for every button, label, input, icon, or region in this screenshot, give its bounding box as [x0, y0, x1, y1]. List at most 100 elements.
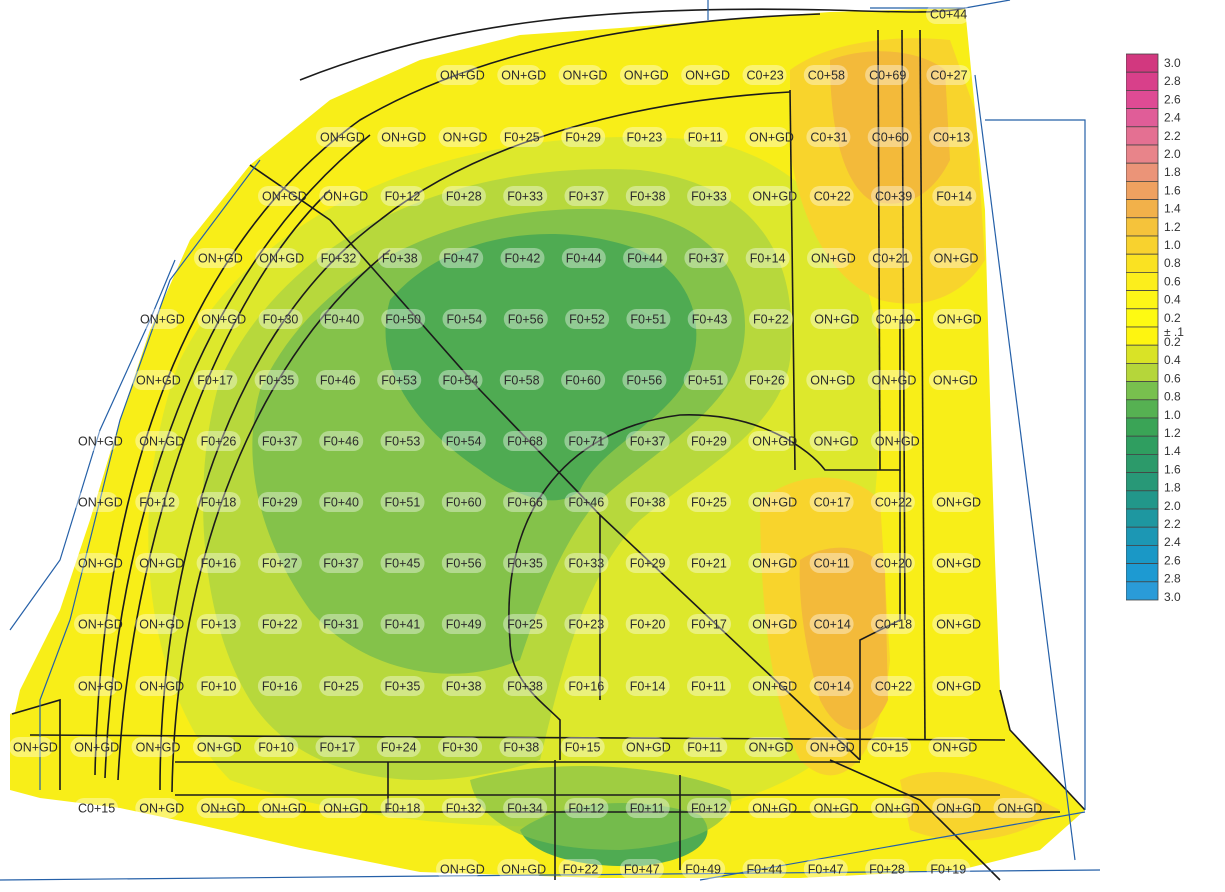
grade-label-bg [503, 676, 548, 696]
grade-label-bg [865, 65, 910, 85]
grade-label-bg [135, 431, 180, 451]
grade-label: F0+21 [691, 557, 727, 571]
legend-label: 2.8 [1164, 572, 1181, 586]
grade-label-bg [932, 309, 977, 329]
grade-label-bg [136, 309, 180, 329]
legend-swatch [1126, 417, 1159, 437]
grade-label: C0+17 [814, 496, 851, 510]
grade-label-grid: C0+44 ON+GD ON+GD ON+GD ON+GD ON+GD C0+23 C0+58… [9, 4, 1042, 879]
grade-label-bg [197, 309, 242, 329]
grade-label-bg [503, 798, 548, 818]
legend-swatch [1126, 53, 1159, 73]
legend-label: 1.6 [1164, 183, 1181, 197]
legend-label: 0.8 [1164, 390, 1181, 404]
grade-label: F0+15 [565, 741, 601, 755]
grade-label: ON+GD [752, 618, 797, 632]
grade-label-bg [564, 798, 609, 818]
grade-label-bg [625, 798, 670, 818]
grade-label: F0+11 [688, 131, 723, 145]
grade-label-bg [380, 553, 425, 573]
grade-label: F0+33 [568, 557, 604, 571]
grade-label: ON+GD [74, 741, 119, 755]
grade-label: F0+38 [503, 741, 539, 755]
legend-label: 1.6 [1164, 462, 1181, 476]
grade-label: F0+22 [563, 863, 599, 877]
grade-label-bg [196, 492, 241, 512]
grade-label-bg [687, 798, 731, 818]
legend-swatch [1126, 126, 1159, 146]
grade-label-bg [436, 859, 480, 879]
grade-label-bg [441, 186, 486, 206]
grade-label: ON+GD [140, 313, 185, 327]
legend-swatch [1126, 508, 1159, 528]
grade-label: F0+16 [262, 680, 298, 694]
grade-label-bg [319, 798, 364, 818]
grade-label-bg [565, 309, 610, 329]
grade-label-bg [622, 370, 667, 390]
grade-label: F0+33 [507, 190, 543, 204]
grade-label-bg [870, 798, 915, 818]
grade-label-bg [442, 309, 487, 329]
grade-label-bg [625, 492, 670, 512]
grade-label-bg [257, 553, 302, 573]
grade-label: F0+54 [447, 313, 483, 327]
legend-swatch [1126, 271, 1159, 291]
grade-label: C0+22 [875, 496, 912, 510]
grade-label: F0+51 [688, 374, 724, 388]
grade-label-bg [499, 370, 544, 390]
legend-swatch [1126, 108, 1159, 128]
grade-label: F0+14 [630, 680, 666, 694]
grade-label: F0+51 [385, 496, 421, 510]
grade-label-bg [561, 127, 606, 147]
grade-label-bg [809, 186, 854, 206]
grade-label: ON+GD [197, 741, 242, 755]
grade-label-bg [865, 859, 910, 879]
grade-label-bg [380, 186, 425, 206]
grade-label: ON+GD [998, 802, 1043, 816]
grade-label: C0+58 [808, 69, 845, 83]
grade-label-bg [376, 737, 421, 757]
grade-label-bg [807, 248, 851, 268]
grade-label: C0+21 [872, 252, 909, 266]
grade-label-bg [561, 370, 606, 390]
legend-label: 2.4 [1164, 111, 1181, 125]
grade-label: ON+GD [875, 802, 920, 816]
grade-label: F0+16 [201, 557, 237, 571]
grade-label: F0+60 [565, 374, 601, 388]
grade-label: ON+GD [752, 435, 797, 449]
grade-label: F0+37 [630, 435, 666, 449]
grade-label: F0+42 [505, 252, 541, 266]
grade-label-bg [381, 309, 426, 329]
grade-label: F0+16 [568, 680, 604, 694]
grade-label: F0+10 [258, 741, 294, 755]
grade-label: ON+GD [201, 802, 246, 816]
legend-swatch [1126, 526, 1159, 546]
grade-label-bg [74, 798, 118, 818]
grade-label: ON+GD [320, 131, 365, 145]
grade-label-bg [932, 553, 977, 573]
grade-label: F0+44 [747, 863, 783, 877]
grade-label-bg [135, 614, 180, 634]
grade-label: ON+GD [933, 741, 978, 755]
grade-label: F0+20 [630, 618, 666, 632]
grade-label-bg [497, 859, 542, 879]
grade-label-bg [196, 676, 241, 696]
grade-label: ON+GD [259, 252, 304, 266]
grade-label-bg [687, 186, 732, 206]
grade-label-bg [135, 676, 180, 696]
grade-label-bg [316, 248, 361, 268]
legend-swatch [1126, 399, 1159, 419]
grade-label: C0+14 [814, 680, 851, 694]
grade-label: ON+GD [201, 313, 246, 327]
grade-label-bg [748, 431, 793, 451]
grade-label: ON+GD [78, 618, 123, 632]
grade-label-bg [687, 553, 731, 573]
grade-label: F0+12 [385, 190, 421, 204]
legend-swatch [1126, 544, 1159, 564]
grade-label-bg [926, 859, 971, 879]
grade-label-bg [809, 614, 854, 634]
grade-label-bg [196, 798, 241, 818]
grade-map: C0+44 ON+GD ON+GD ON+GD ON+GD ON+GD C0+23 C0+58… [0, 0, 1101, 881]
grade-label: F0+38 [446, 680, 482, 694]
grade-label: F0+29 [630, 557, 666, 571]
